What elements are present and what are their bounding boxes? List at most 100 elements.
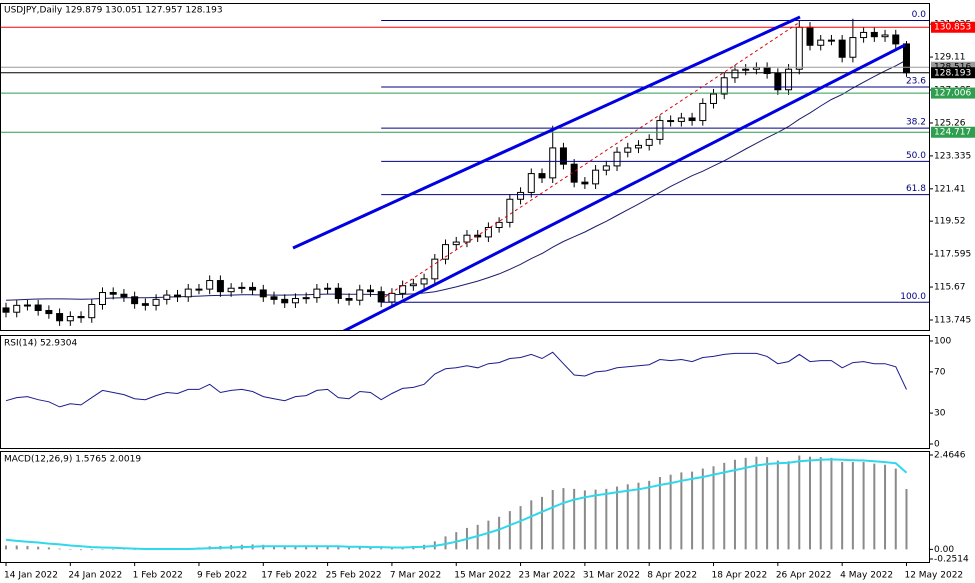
fib-label: 23.6 (906, 76, 926, 86)
candle-body (602, 165, 610, 171)
y-tick-label: 113.745 (934, 315, 971, 325)
x-tick-label: 7 Mar 2022 (390, 571, 441, 581)
x-tick-label: 15 Mar 2022 (454, 571, 511, 581)
candle-body (249, 286, 257, 291)
macd-bar (15, 545, 18, 550)
price-frame (0, 3, 930, 331)
candle-body (152, 298, 160, 306)
macd-bar (712, 466, 715, 550)
candle-body (377, 291, 385, 303)
macd-bar (80, 549, 83, 551)
macd-bar (326, 545, 329, 550)
macd-bar (294, 546, 297, 550)
candle-body (131, 296, 139, 305)
channel-upper (292, 15, 801, 250)
candle-body (356, 289, 364, 301)
candle-body (849, 37, 857, 58)
candle-body (592, 169, 600, 185)
y-tick-label: 123.335 (934, 151, 971, 161)
candle-body (581, 181, 589, 185)
fib-label: 38.2 (906, 118, 926, 128)
y-tick-label: 0.00 (934, 545, 954, 555)
candle-body (13, 304, 21, 313)
macd-bar (669, 474, 672, 550)
macd-frame (0, 451, 930, 563)
candle-body (163, 294, 171, 300)
macd-bar (58, 548, 61, 550)
candle-body (624, 147, 632, 153)
axes: 131.035129.11127.185125.26123.335121.411… (4, 20, 975, 581)
candle-body (688, 117, 696, 122)
price-label-box (931, 61, 975, 73)
macd-bar (122, 548, 125, 550)
candle-body (281, 298, 289, 304)
macd-bar (90, 549, 93, 551)
candle-body (184, 288, 192, 298)
candle-body (645, 138, 653, 146)
macd-bar (755, 456, 758, 550)
macd-bar (519, 506, 522, 550)
rsi-frame (0, 335, 930, 449)
macd-bar (648, 480, 651, 550)
candle-body (795, 26, 803, 70)
macd-bar (658, 477, 661, 550)
x-tick-label: 17 Feb 2022 (261, 571, 317, 581)
macd-bar (476, 524, 479, 550)
y-tick-label: 125.26 (934, 118, 966, 128)
y-tick-label: 119.52 (934, 217, 966, 227)
candle-body (23, 304, 31, 307)
candle-body (827, 39, 835, 42)
y-tick-label: 117.595 (934, 250, 971, 260)
macd-bar (830, 457, 833, 550)
y-tick-label: 0 (934, 440, 940, 450)
candle-body (366, 289, 374, 293)
x-tick-label: 25 Feb 2022 (326, 571, 382, 581)
candle-body (334, 287, 342, 300)
signal-line (5, 458, 908, 550)
candle-body (549, 147, 557, 179)
candle-body (785, 68, 793, 91)
macd-bar (626, 484, 629, 550)
macd-bar (562, 488, 565, 550)
macd-bar (573, 488, 576, 550)
macd-bar (380, 548, 383, 550)
macd-bar (798, 455, 801, 550)
candle-body (860, 31, 868, 39)
candle-body (45, 309, 53, 315)
drawings (292, 15, 906, 330)
macd-bar (616, 486, 619, 550)
candle-body (324, 287, 332, 290)
macd-pane (5, 455, 908, 551)
macd-bar (133, 549, 136, 550)
macd-bar (862, 462, 865, 550)
candle-body (806, 26, 814, 46)
macd-bar (809, 456, 811, 550)
candle-body (559, 147, 567, 165)
macd-bar (819, 457, 822, 550)
macd-bar (701, 468, 704, 550)
macd-bar (101, 549, 104, 550)
x-tick-label: 12 May 2022 (904, 571, 963, 581)
candle-body (259, 289, 267, 298)
macd-bar (905, 489, 908, 550)
candle-body (2, 307, 10, 313)
candle-body (699, 102, 707, 122)
price-label-box (931, 21, 975, 33)
channel-median (384, 21, 801, 298)
macd-bar (444, 536, 447, 550)
macd-bar (348, 547, 351, 550)
moving-average (5, 59, 907, 301)
candle-body (838, 39, 846, 58)
candle-body (291, 298, 299, 304)
rsi-title: RSI(14) 52.9304 (4, 339, 77, 349)
candle-body (710, 93, 718, 104)
candle-body (817, 39, 825, 46)
price-label-box (931, 67, 975, 79)
price-label-box (931, 126, 975, 138)
x-tick-label: 14 Jan 2022 (4, 571, 58, 581)
candle-body (774, 72, 782, 91)
macd-bar (390, 547, 393, 550)
candle-body (892, 34, 900, 45)
candle-body (752, 67, 760, 70)
macd-bar (841, 462, 844, 550)
